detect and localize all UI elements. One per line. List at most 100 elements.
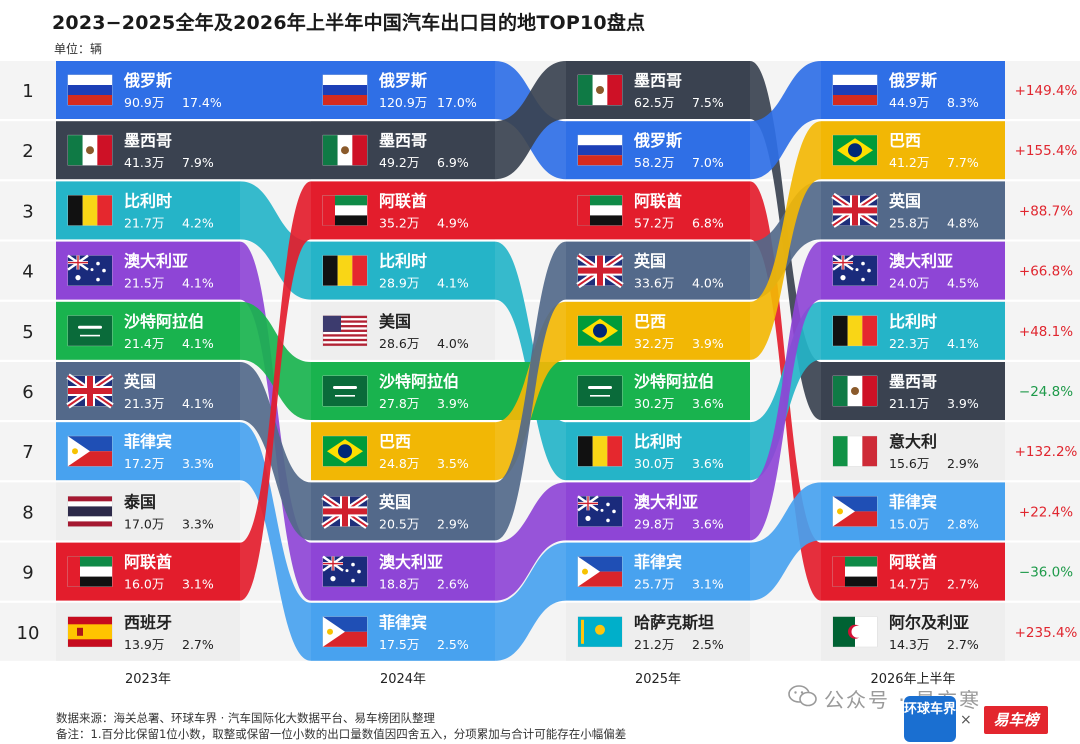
country-cell: 澳大利亚 24.0万 4.5% (821, 241, 1005, 300)
export-value: 15.0万 (889, 516, 929, 531)
export-share: 4.1% (947, 336, 979, 351)
country-name: 英国 (378, 492, 411, 511)
country-flag-icon (577, 74, 623, 106)
export-value: 90.9万 (124, 95, 164, 110)
country-cell: 墨西哥 21.1万 3.9% (821, 362, 1005, 420)
country-cell: 哈萨克斯坦 21.2万 2.5% (566, 602, 750, 661)
country-cell: 巴西 24.8万 3.5% (311, 422, 495, 481)
export-value: 21.4万 (124, 336, 164, 351)
country-name: 英国 (888, 191, 921, 210)
flow-ribbon (495, 482, 566, 601)
country-flag-icon (832, 74, 878, 106)
country-name: 美国 (379, 312, 411, 331)
country-flag-icon (67, 195, 113, 226)
flow-ribbon (750, 121, 821, 360)
growth-rate: −36.0% (1019, 565, 1073, 581)
export-value: 28.9万 (379, 276, 419, 291)
country-name: 菲律宾 (634, 553, 682, 572)
export-value: 13.9万 (124, 637, 164, 652)
country-name: 墨西哥 (379, 131, 427, 150)
country-name: 澳大利亚 (634, 492, 698, 511)
country-flag-icon (66, 373, 114, 409)
country-flag-icon (832, 375, 878, 407)
export-share: 6.9% (437, 155, 469, 170)
country-name: 沙特阿拉伯 (379, 372, 459, 391)
flow-ribbon (495, 61, 566, 180)
flow-ribbon (240, 61, 311, 119)
export-share: 2.9% (437, 516, 469, 531)
chart-title: 2023−2025全年及2026年上半年中国汽车出口目的地TOP10盘点 (52, 12, 646, 34)
country-flag-icon (322, 616, 368, 648)
growth-rate: +22.4% (1019, 504, 1073, 520)
export-share: 17.0% (437, 95, 477, 110)
flow-ribbon (240, 121, 311, 180)
country-flag-icon (322, 315, 368, 347)
country-flag-icon (832, 616, 878, 648)
export-value: 15.6万 (889, 456, 929, 471)
export-share: 7.0% (692, 155, 724, 170)
export-value: 24.0万 (889, 276, 929, 291)
ranking-chart: 1 2 3 4 5 6 7 8 9 10 俄罗斯 90.9万 17.4% 墨西哥 41.3万 7.9% 比利时… (0, 61, 1080, 687)
export-share: 3.6% (692, 396, 724, 411)
country-name: 泰国 (123, 492, 156, 511)
country-flag-icon (67, 134, 113, 166)
export-share: 3.3% (182, 456, 214, 471)
export-value: 30.0万 (634, 456, 674, 471)
export-share: 3.9% (692, 336, 724, 351)
country-flag-icon (322, 255, 368, 286)
country-name: 墨西哥 (634, 71, 682, 90)
export-share: 4.1% (437, 276, 469, 291)
country-flag-icon (322, 74, 368, 106)
country-cell: 英国 20.5万 2.9% (311, 482, 495, 541)
export-share: 6.8% (692, 215, 724, 230)
export-share: 8.3% (947, 95, 979, 110)
export-share: 3.9% (947, 396, 979, 411)
export-value: 16.0万 (124, 577, 164, 592)
country-flag-icon (322, 555, 368, 587)
export-value: 41.3万 (124, 155, 164, 170)
export-value: 28.6万 (379, 336, 419, 351)
export-share: 4.0% (692, 276, 724, 291)
country-cell: 菲律宾 17.2万 3.3% (56, 422, 240, 481)
country-name: 俄罗斯 (378, 71, 427, 90)
country-flag-icon (577, 134, 623, 166)
export-value: 27.8万 (379, 396, 419, 411)
country-name: 英国 (633, 252, 666, 271)
country-name: 阿联酋 (379, 191, 427, 210)
country-flag-icon (577, 556, 623, 587)
country-cell: 阿联酋 35.2万 4.9% (311, 181, 495, 240)
export-share: 3.6% (692, 516, 724, 531)
country-flag-icon (321, 493, 369, 529)
country-name: 墨西哥 (124, 131, 172, 150)
export-share: 2.7% (947, 577, 979, 592)
country-cell: 阿联酋 14.7万 2.7% (821, 542, 1005, 601)
export-share: 3.9% (437, 396, 469, 411)
country-flag-icon (67, 254, 113, 286)
year-label: 2025年 (635, 672, 681, 687)
export-share: 2.6% (437, 577, 469, 592)
country-cell: 比利时 21.7万 4.2% (56, 181, 240, 240)
export-share: 3.6% (692, 456, 724, 471)
rank-label: 8 (22, 502, 33, 523)
rank-label: 2 (22, 141, 33, 162)
country-cell: 沙特阿拉伯 27.8万 3.9% (311, 362, 495, 420)
flow-ribbon (240, 422, 311, 661)
rank-label: 5 (22, 322, 33, 343)
flow-ribbon (750, 241, 821, 541)
export-value: 17.2万 (124, 456, 164, 471)
country-name: 沙特阿拉伯 (124, 312, 204, 331)
country-name: 哈萨克斯坦 (634, 613, 714, 632)
export-share: 4.2% (182, 215, 214, 230)
logo-separator: × (960, 712, 972, 728)
export-value: 21.1万 (889, 396, 929, 411)
country-flag-icon (67, 496, 113, 527)
country-cell: 墨西哥 62.5万 7.5% (566, 61, 750, 119)
growth-rate: +48.1% (1019, 324, 1073, 340)
huanqiu-logo: 环球车界 (904, 696, 956, 742)
country-cell: 巴西 41.2万 7.7% (821, 121, 1005, 180)
country-flag-icon (832, 315, 878, 347)
export-value: 58.2万 (634, 155, 674, 170)
export-value: 33.6万 (634, 276, 674, 291)
country-name: 澳大利亚 (124, 252, 188, 271)
export-value: 44.9万 (889, 95, 929, 110)
